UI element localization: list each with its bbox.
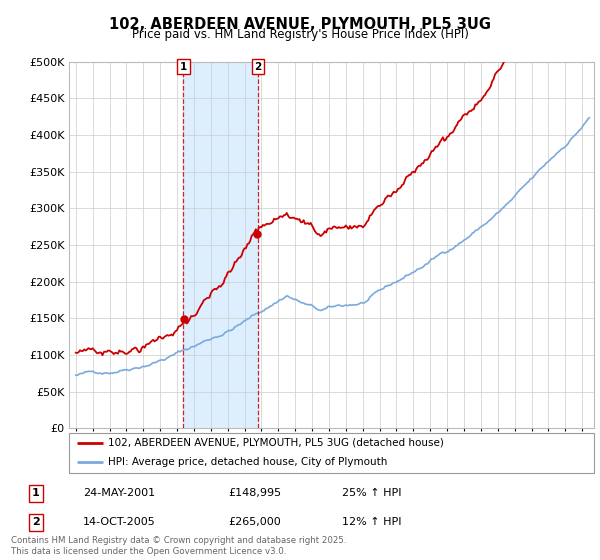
Text: Price paid vs. HM Land Registry's House Price Index (HPI): Price paid vs. HM Land Registry's House … [131, 28, 469, 41]
Text: 14-OCT-2005: 14-OCT-2005 [83, 517, 156, 528]
Text: £265,000: £265,000 [229, 517, 281, 528]
Text: 102, ABERDEEN AVENUE, PLYMOUTH, PL5 3UG (detached house): 102, ABERDEEN AVENUE, PLYMOUTH, PL5 3UG … [109, 438, 444, 448]
FancyBboxPatch shape [69, 433, 594, 473]
Text: 1: 1 [180, 62, 187, 72]
Bar [184, 62, 258, 428]
Text: 102, ABERDEEN AVENUE, PLYMOUTH, PL5 3UG: 102, ABERDEEN AVENUE, PLYMOUTH, PL5 3UG [109, 17, 491, 32]
Text: 24-MAY-2001: 24-MAY-2001 [83, 488, 155, 498]
Text: 2: 2 [32, 517, 40, 528]
Text: 25% ↑ HPI: 25% ↑ HPI [341, 488, 401, 498]
Text: 2: 2 [254, 62, 262, 72]
Text: £148,995: £148,995 [229, 488, 282, 498]
Text: HPI: Average price, detached house, City of Plymouth: HPI: Average price, detached house, City… [109, 458, 388, 467]
Text: 12% ↑ HPI: 12% ↑ HPI [341, 517, 401, 528]
Text: 1: 1 [32, 488, 40, 498]
Text: Contains HM Land Registry data © Crown copyright and database right 2025.
This d: Contains HM Land Registry data © Crown c… [11, 536, 346, 556]
